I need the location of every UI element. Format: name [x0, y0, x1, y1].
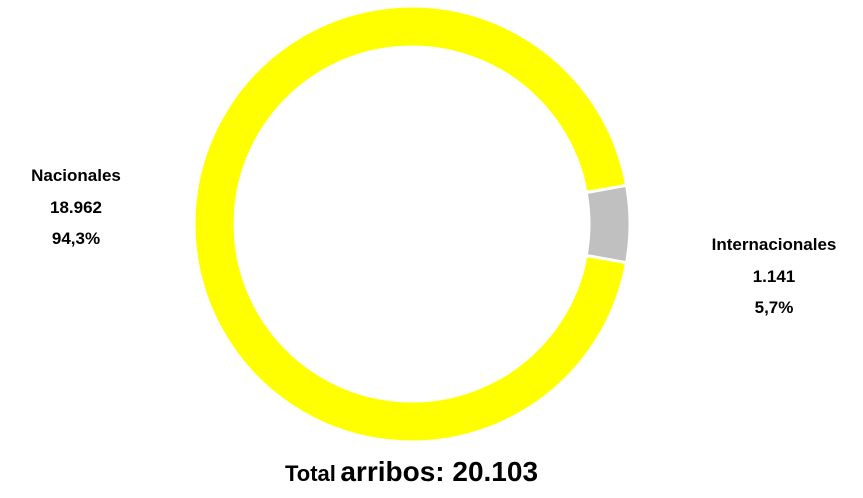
total-prefix: Total	[284, 461, 336, 486]
total-arribos: Total arribos: 20.103	[0, 456, 823, 488]
label-nacionales-percent: 94,3%	[52, 229, 100, 248]
label-nacionales: Nacionales 18.962 94,3%	[31, 166, 121, 248]
total-label: arribos: 20.103	[340, 456, 539, 487]
donut-slices	[192, 4, 632, 444]
label-internacionales: Internacionales 1.141 5,7%	[712, 235, 837, 317]
label-nacionales-name: Nacionales	[31, 166, 121, 185]
label-internacionales-value: 1.141	[753, 267, 796, 286]
label-internacionales-name: Internacionales	[712, 235, 837, 254]
slice-nacionales	[192, 4, 629, 444]
slice-internacionales	[584, 183, 632, 265]
label-nacionales-value: 18.962	[50, 198, 102, 217]
label-internacionales-percent: 5,7%	[755, 298, 794, 317]
